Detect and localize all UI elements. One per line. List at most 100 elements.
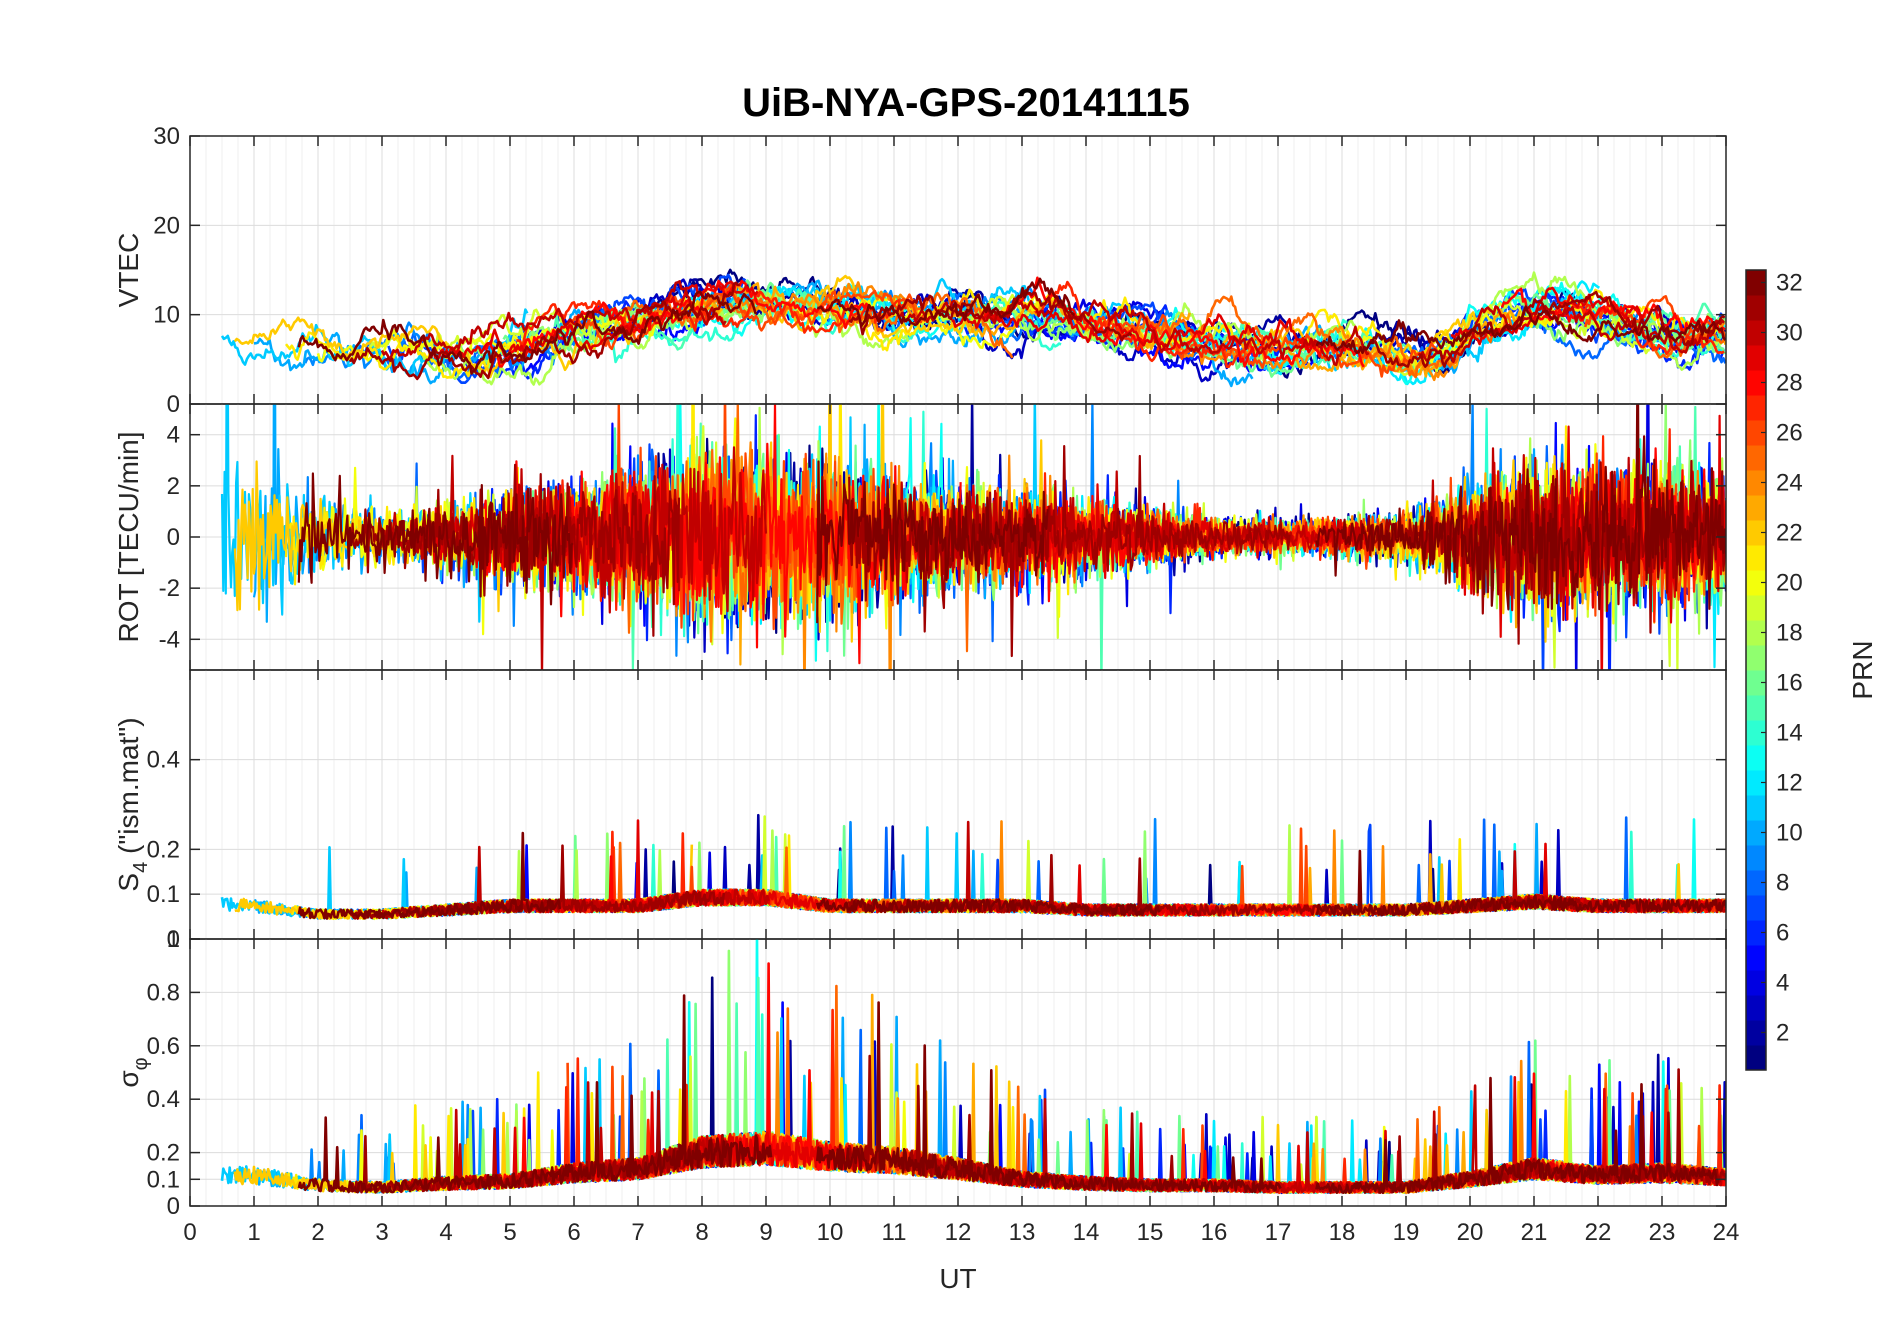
colorbar-tick-label: 26 <box>1776 420 1803 447</box>
series-prn-32 <box>815 1001 1282 1194</box>
x-tick-label: 8 <box>695 1219 708 1246</box>
y-tick-label: 0 <box>167 391 180 418</box>
colorbar-tick-label: 2 <box>1776 1020 1789 1047</box>
series-prn-32 <box>297 472 574 606</box>
x-tick-label: 2 <box>311 1219 324 1246</box>
x-tick-label: 1 <box>247 1219 260 1246</box>
y-tick-label: -4 <box>159 626 180 653</box>
series-group <box>220 404 1726 670</box>
x-tick-label: 18 <box>1329 1219 1356 1246</box>
x-tick-label: 6 <box>567 1219 580 1246</box>
x-tick-label: 11 <box>882 1219 907 1246</box>
series-prn-32 <box>816 277 1076 328</box>
series-prn-32 <box>815 897 1161 917</box>
colorbar-swatch <box>1746 795 1766 821</box>
y-tick-label: 0.2 <box>147 836 180 863</box>
colorbar-tick-label: 4 <box>1776 970 1789 997</box>
y-tick-label: 10 <box>153 302 180 329</box>
series-prn-11 <box>220 404 483 623</box>
colorbar-tick-label: 24 <box>1776 470 1803 497</box>
y-tick-label: 20 <box>153 212 180 239</box>
colorbar-swatch <box>1746 495 1766 521</box>
colorbar-frame <box>1745 269 1767 1071</box>
colorbar-swatch <box>1746 895 1766 921</box>
colorbar-swatch <box>1746 670 1766 696</box>
x-tick-label: 19 <box>1393 1219 1420 1246</box>
x-tick-label: 13 <box>1009 1219 1036 1246</box>
colorbar-swatch <box>1746 720 1766 746</box>
y-tick-label: 1 <box>167 926 180 953</box>
series-prn-32 <box>297 290 758 375</box>
colorbar-tick-label: 8 <box>1776 870 1789 897</box>
colorbar-swatch <box>1746 545 1766 571</box>
colorbar-swatch <box>1746 270 1766 296</box>
colorbar-tick-label: 12 <box>1776 770 1803 797</box>
series-prn-29 <box>1450 286 1645 346</box>
series-prn-29 <box>431 280 759 361</box>
colorbar-swatch <box>1746 970 1766 996</box>
x-tick-label: 4 <box>439 1219 452 1246</box>
x-tick-label: 24 <box>1713 1219 1740 1246</box>
series-prn-31 <box>348 463 681 637</box>
series-prn-32 <box>1315 1076 1720 1195</box>
y-axis-label: VTEC <box>113 233 144 308</box>
series-group <box>220 268 1726 388</box>
x-tick-label: 14 <box>1073 1219 1100 1246</box>
x-tick-label: 23 <box>1649 1219 1676 1246</box>
colorbar-swatch <box>1746 870 1766 896</box>
colorbar-swatch <box>1746 395 1766 421</box>
colorbar-swatch <box>1746 570 1766 596</box>
series-prn-32 <box>1315 305 1726 355</box>
y-tick-label: -2 <box>159 575 180 602</box>
colorbar-tick-label: 16 <box>1776 670 1803 697</box>
y-tick-label: 2 <box>167 473 180 500</box>
y-tick-label: 0.8 <box>147 979 180 1006</box>
series-prn-32 <box>297 994 773 1194</box>
y-tick-label: 0.6 <box>147 1033 180 1060</box>
colorbar-tick-label: 6 <box>1776 920 1789 947</box>
x-tick-label: 3 <box>375 1219 388 1246</box>
series-prn-13 <box>1654 818 1726 913</box>
colorbar-swatch <box>1746 370 1766 396</box>
y-axis-label: σφ <box>113 1057 152 1087</box>
series-prn-24 <box>1168 325 1449 382</box>
x-tick-label: 22 <box>1585 1219 1612 1246</box>
colorbar-swatch <box>1746 620 1766 646</box>
colorbar-tick-label: 22 <box>1776 520 1803 547</box>
series-prn-32 <box>297 831 562 920</box>
colorbar-swatch <box>1746 920 1766 946</box>
series-prn-29 <box>951 310 1328 354</box>
series-prn-32 <box>1315 849 1726 917</box>
x-tick-label: 21 <box>1521 1219 1548 1246</box>
colorbar-swatch <box>1746 470 1766 496</box>
panel-rot: -4 -2 0 2 4 ROT [TECU/min] <box>113 403 1727 671</box>
y-tick-label: 0 <box>167 524 180 551</box>
colorbar-swatch <box>1746 645 1766 671</box>
x-tick-label: 10 <box>817 1219 844 1246</box>
x-axis-label: UT <box>939 1263 976 1294</box>
y-tick-label: 0.4 <box>147 1086 180 1113</box>
x-tick-label: 17 <box>1265 1219 1292 1246</box>
series-prn-30 <box>1417 304 1726 364</box>
x-tick-label: 12 <box>945 1219 972 1246</box>
y-tick-label: 30 <box>153 123 180 150</box>
colorbar-swatch <box>1746 745 1766 771</box>
series-prn-32 <box>1315 404 1726 611</box>
x-tick-label: 5 <box>503 1219 516 1246</box>
y-tick-label: 0 <box>167 926 180 953</box>
x-tick-label: 7 <box>631 1219 644 1246</box>
x-tick-label: 9 <box>759 1219 772 1246</box>
colorbar-swatch <box>1746 320 1766 346</box>
y-tick-label: 0.4 <box>147 747 180 774</box>
colorbar-swatch <box>1746 595 1766 621</box>
colorbar-swatch <box>1746 995 1766 1021</box>
x-tick-label: 0 <box>183 1219 196 1246</box>
colorbar-swatch <box>1746 420 1766 446</box>
series-group <box>220 939 1726 1195</box>
y-axis-label: S4 ("ism.mat") <box>113 717 152 891</box>
colorbar-tick-label: 20 <box>1776 570 1803 597</box>
